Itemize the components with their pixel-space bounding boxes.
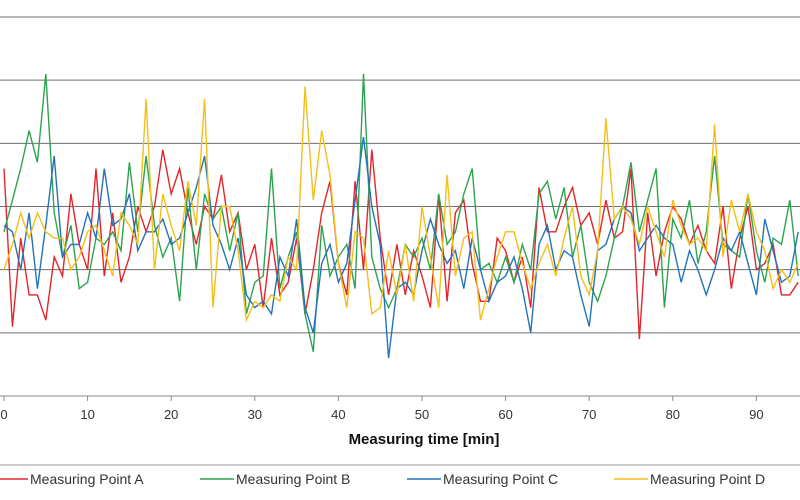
x-tick-label: 20 [164,407,178,422]
x-tick-label: 80 [666,407,680,422]
x-tick-label: 50 [415,407,429,422]
legend-label: Measuring Point B [236,471,350,487]
x-tick-label: 70 [582,407,596,422]
x-tick-label: 0 [0,407,7,422]
x-tick-label: 60 [498,407,512,422]
x-axis-title: Measuring time [min] [349,431,500,448]
series-line-d [3,86,799,323]
x-axis-ticks: 0 10 20 30 40 50 60 70 80 90 [0,396,764,422]
x-tick-label: 10 [80,407,94,422]
gridlines [0,16,800,397]
legend-label: Measuring Point C [443,471,558,487]
series-lines [3,73,799,359]
x-tick-label: 30 [248,407,262,422]
legend-label: Measuring Point D [650,471,765,487]
series-line-a [3,149,799,340]
legend: Measuring Point A Measuring Point B Measur… [0,471,765,487]
series-line-c [3,136,799,359]
legend-label: Measuring Point A [30,471,144,487]
x-tick-label: 40 [331,407,345,422]
x-tick-label: 90 [749,407,763,422]
